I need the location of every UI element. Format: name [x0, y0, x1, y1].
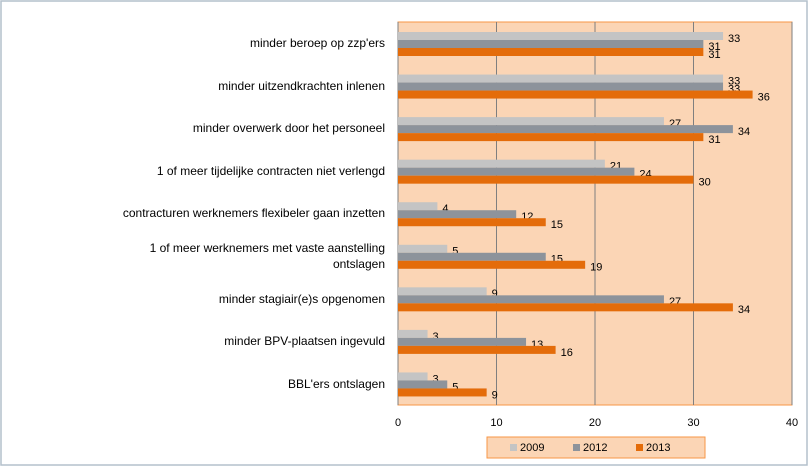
- value-label: 34: [738, 126, 750, 138]
- x-tick-label: 40: [786, 417, 798, 429]
- value-label: 5: [452, 246, 458, 258]
- bar: [398, 90, 753, 99]
- legend-swatch: [510, 444, 517, 451]
- category-label-box: contracturen werknemers flexibeler gaan …: [122, 206, 385, 221]
- y-tick-label: 1 of meer werknemers met vaste aanstelli…: [149, 241, 385, 272]
- bar: [398, 345, 556, 354]
- bar: [398, 380, 448, 389]
- value-label: 31: [708, 49, 720, 61]
- category-label-box: minder uitzendkrachten inlenen: [218, 78, 385, 93]
- value-label: 9: [492, 288, 498, 300]
- bar: [398, 295, 664, 304]
- category-label-box: minder beroep op zzp'ers: [249, 36, 385, 51]
- bar: [398, 167, 635, 176]
- category-label-box: 1 of meer werknemers met vaste aanstelli…: [149, 241, 385, 272]
- bar: [398, 125, 733, 134]
- category-label-box: minder BPV-plaatsen ingevuld: [224, 334, 385, 349]
- category-label-box: minder stagiair(e)s opgenomen: [218, 291, 385, 306]
- value-label: 9: [492, 389, 498, 401]
- legend-swatch: [573, 444, 580, 451]
- bar: [398, 159, 605, 168]
- value-label: 36: [758, 91, 770, 103]
- bar: [398, 210, 517, 219]
- y-tick-label: minder BPV-plaatsen ingevuld: [224, 334, 385, 349]
- value-label: 30: [699, 177, 711, 189]
- bar: [398, 372, 428, 381]
- legend-swatch: [636, 444, 643, 451]
- value-label: 3: [433, 331, 439, 343]
- y-tick-label: minder beroep op zzp'ers: [249, 36, 385, 51]
- x-tick-label: 0: [395, 417, 401, 429]
- bar: [398, 287, 487, 296]
- category-label-box: BBL'ers ontslagen: [287, 376, 385, 391]
- value-label: 16: [561, 347, 573, 359]
- bar: [398, 133, 704, 142]
- bar: [398, 32, 724, 40]
- value-label: 31: [708, 134, 720, 146]
- y-tick-label: BBL'ers ontslagen: [287, 376, 385, 391]
- category-label-box: minder overwerk door het personeel: [192, 121, 385, 136]
- x-tick-label: 20: [589, 417, 601, 429]
- bar: [398, 218, 546, 227]
- y-tick-label: contracturen werknemers flexibeler gaan …: [122, 206, 385, 221]
- value-label: 31: [708, 41, 720, 53]
- y-tick-label: minder stagiair(e)s opgenomen: [218, 291, 385, 306]
- y-tick-label: minder uitzendkrachten inlenen: [218, 78, 385, 93]
- value-label: 33: [728, 75, 740, 87]
- value-label: 34: [738, 304, 750, 316]
- bar: [398, 260, 586, 269]
- value-label: 33: [728, 33, 740, 45]
- bar: [398, 202, 438, 211]
- bar: [398, 337, 527, 346]
- legend-label: 2009: [520, 442, 544, 454]
- bar: [398, 244, 448, 253]
- bar: [398, 82, 724, 91]
- bar: [398, 117, 664, 126]
- bar: [398, 40, 704, 48]
- y-tick-label: minder overwerk door het personeel: [192, 121, 385, 136]
- bar: [398, 303, 733, 312]
- bar: [398, 329, 428, 338]
- x-tick-label: 30: [687, 417, 699, 429]
- bar: [398, 175, 694, 184]
- x-tick-label: 10: [490, 417, 502, 429]
- legend-label: 2012: [583, 442, 607, 454]
- category-label-box: 1 of meer tijdelijke contracten niet ver…: [156, 163, 385, 178]
- bar: [398, 252, 546, 261]
- legend-label: 2013: [646, 442, 670, 454]
- value-label: 15: [551, 219, 563, 231]
- bar: [398, 48, 704, 56]
- value-label: 4: [442, 203, 448, 215]
- bar: [398, 388, 487, 397]
- y-tick-label: 1 of meer tijdelijke contracten niet ver…: [156, 163, 385, 178]
- value-label: 3: [433, 373, 439, 385]
- legend-box: [486, 436, 706, 459]
- bar: [398, 74, 724, 83]
- value-label: 5: [452, 381, 458, 393]
- value-label: 19: [590, 262, 602, 274]
